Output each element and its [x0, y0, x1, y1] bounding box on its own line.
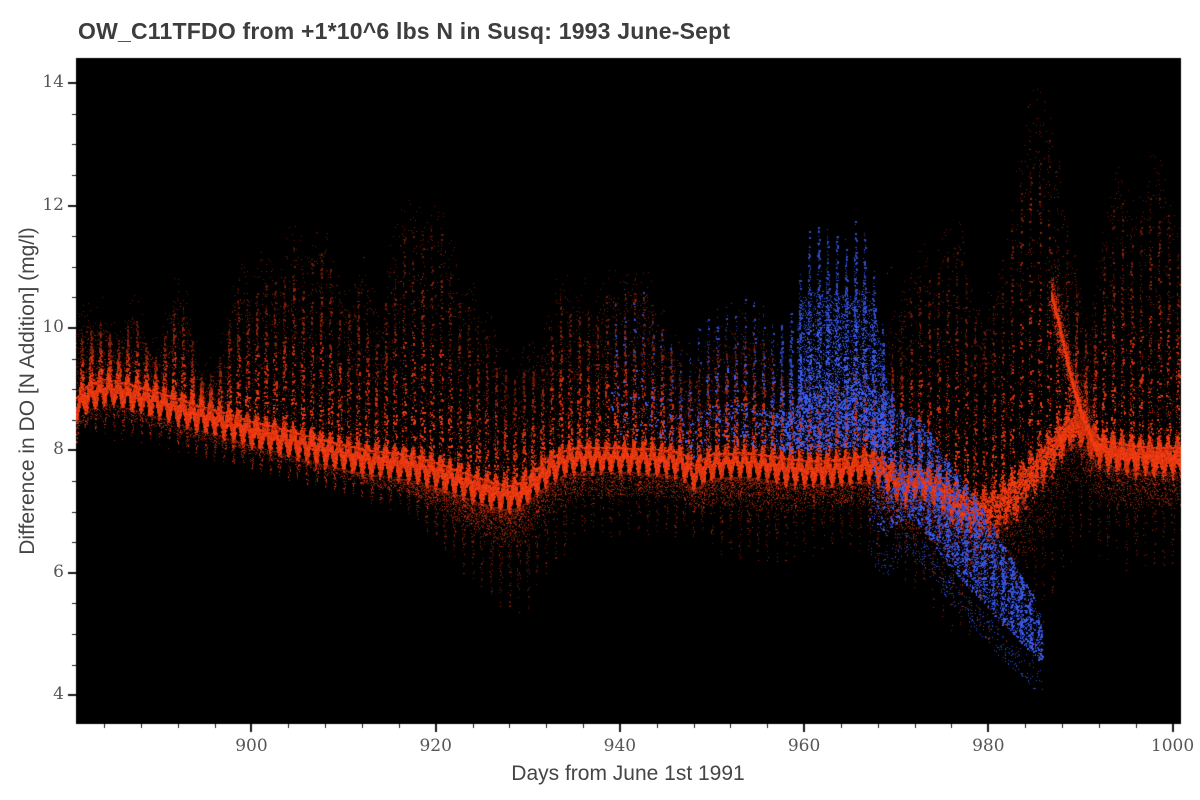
y-tick-label: 8 [53, 439, 64, 460]
x-tick-label: 900 [235, 736, 268, 756]
y-tick-label: 4 [53, 684, 64, 705]
y-tick-label: 14 [42, 72, 64, 93]
y-tick-label: 12 [42, 194, 64, 215]
y-tick-label: 6 [53, 561, 64, 582]
x-tick-label: 980 [972, 736, 1005, 756]
y-tick-label: 10 [42, 316, 64, 337]
x-tick-label: 920 [419, 736, 452, 756]
x-tick-label: 1000 [1150, 736, 1195, 756]
y-axis-label: Difference in DO [N Addition] (mg/l) [16, 227, 39, 555]
chart-title: OW_C11TFDO from +1*10^6 lbs N in Susq: 1… [78, 18, 731, 44]
x-tick-label: 940 [603, 736, 637, 756]
x-tick-label: 960 [787, 736, 821, 756]
x-axis-label: Days from June 1st 1991 [511, 762, 745, 785]
